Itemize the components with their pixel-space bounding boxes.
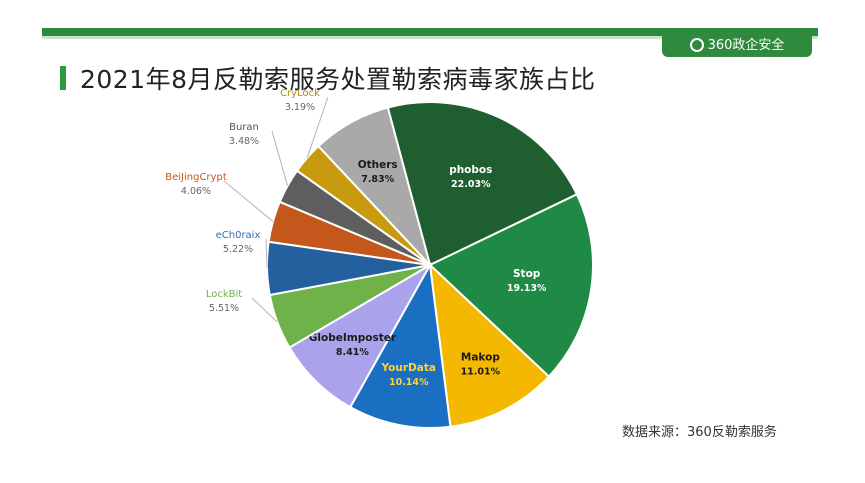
leader-line-buran — [271, 130, 289, 186]
slice-value-globeimposter: 8.41% — [336, 347, 369, 358]
leader-line-lockbit — [251, 297, 278, 323]
slice-value-phobos: 22.03% — [451, 179, 491, 190]
pie-slice-others — [317, 106, 431, 266]
slice-value-makop: 11.01% — [461, 367, 501, 378]
slice-value-others: 7.83% — [361, 174, 394, 185]
slice-value-lockbit: 5.51% — [209, 303, 239, 314]
slice-label-globeimposter: GlobeImposter — [309, 332, 397, 344]
slice-label-lockbit: LockBit — [206, 289, 242, 300]
brand-badge: 360政企安全 — [662, 35, 812, 57]
brand-logo-icon — [689, 38, 704, 52]
slice-label-crylock: CryLock — [280, 88, 320, 99]
top-accent-stripe — [42, 36, 818, 39]
slice-label-stop: Stop — [513, 268, 541, 280]
slice-label-ech0raix: eCh0raix — [216, 230, 261, 241]
slice-value-ech0raix: 5.22% — [223, 244, 253, 255]
pie-slice-yourdata — [348, 261, 452, 429]
pie-slice-stop — [428, 192, 594, 378]
slice-label-buran: Buran — [229, 122, 259, 133]
data-source-note: 数据来源：360反勒索服务 — [622, 425, 777, 440]
slice-label-phobos: phobos — [449, 164, 492, 176]
brand-text: 360政企安全 — [707, 38, 785, 53]
slice-label-makop: Makop — [461, 352, 500, 364]
slice-value-yourdata: 10.14% — [389, 377, 429, 388]
top-accent-bar — [42, 28, 818, 36]
slice-value-stop: 19.13% — [507, 283, 547, 294]
slice-label-beijingcrypt: BeiJingCrypt — [165, 172, 227, 183]
slice-value-beijingcrypt: 4.06% — [181, 186, 211, 197]
slice-label-yourdata: YourData — [381, 362, 436, 374]
slice-label-others: Others — [358, 159, 398, 171]
title-marker — [60, 66, 66, 90]
chart-title: 2021年8月反勒索服务处置勒索病毒家族占比 — [80, 65, 596, 94]
leader-line-beijingcrypt — [223, 180, 274, 222]
slice-value-buran: 3.48% — [229, 136, 259, 147]
leader-line-ech0raix — [265, 238, 268, 269]
pie-slice-globeimposter — [288, 262, 433, 409]
leader-line-crylock — [306, 96, 329, 159]
pie-slice-phobos — [386, 101, 579, 267]
slice-value-crylock: 3.19% — [285, 102, 315, 113]
pie-slice-makop — [428, 262, 551, 428]
